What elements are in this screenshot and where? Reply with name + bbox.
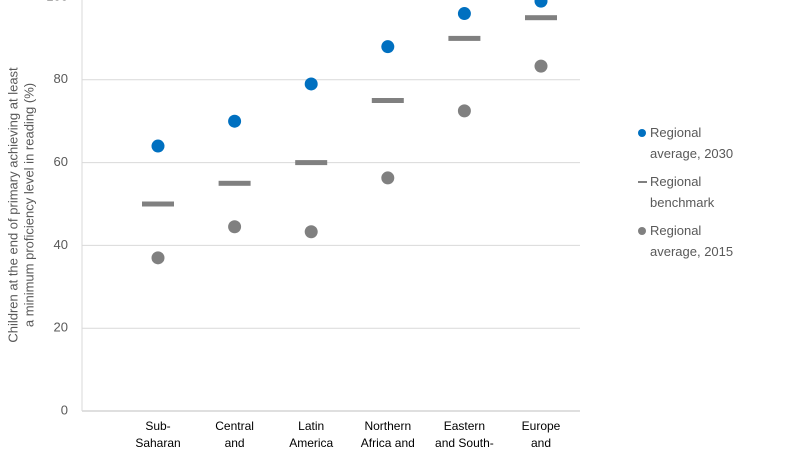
legend-marker [638, 181, 647, 183]
y-axis-label: a minimum proficiency level in reading (… [21, 83, 36, 327]
dot [457, 7, 471, 21]
dot [534, 59, 548, 73]
x-tick-label: Northern [364, 419, 411, 433]
dot [228, 220, 242, 234]
benchmark-dash [142, 201, 174, 207]
legend-symbol [638, 227, 646, 235]
y-tick-label: 80 [54, 71, 68, 86]
y-tick-label: 100 [46, 0, 68, 3]
dot [304, 77, 318, 91]
legend-item: Regional average, 2030 [636, 122, 748, 164]
benchmark-dash [448, 35, 481, 41]
legend-label: Regional benchmark [650, 174, 715, 210]
x-tick-label: and South- [435, 436, 494, 450]
legend-marker [638, 227, 646, 235]
dot [228, 114, 242, 128]
y-tick-label: 60 [54, 154, 68, 169]
dot [151, 139, 165, 153]
dot [457, 104, 471, 118]
dot [534, 0, 548, 8]
y-axis-label: Children at the end of primary achieving… [5, 67, 20, 343]
legend-symbol [638, 129, 646, 137]
legend-label: Regional average, 2015 [650, 223, 734, 259]
dot [381, 40, 395, 54]
x-tick-label: Europe [522, 419, 561, 433]
legend-symbol [638, 181, 647, 183]
x-tick-label: Sub- [145, 419, 170, 433]
y-tick-label: 20 [54, 320, 68, 335]
benchmark-dash [525, 15, 557, 21]
dot [304, 225, 318, 239]
x-tick-label: and [225, 436, 245, 450]
benchmark-dash [218, 180, 251, 186]
legend-label: Regional average, 2030 [650, 125, 734, 161]
y-tick-label: 0 [61, 402, 68, 417]
legend: Regional average, 2030 Regional benchmark… [636, 122, 748, 269]
x-tick-label: Central [215, 419, 254, 433]
legend-item: Regional benchmark [636, 171, 748, 213]
legend-item: Regional average, 2015 [636, 220, 748, 262]
x-tick-label: Latin [298, 419, 324, 433]
x-tick-label: Saharan [135, 436, 180, 450]
y-tick-label: 40 [54, 237, 68, 252]
legend-marker [638, 129, 646, 137]
x-tick-label: Africa and [361, 436, 415, 450]
dot [381, 171, 395, 185]
benchmark-dash [371, 98, 404, 103]
dot [151, 251, 165, 265]
x-tick-label: and [531, 436, 551, 450]
x-tick-label: Eastern [444, 419, 485, 433]
benchmark-dash [295, 160, 328, 166]
x-tick-label: America [289, 436, 333, 450]
